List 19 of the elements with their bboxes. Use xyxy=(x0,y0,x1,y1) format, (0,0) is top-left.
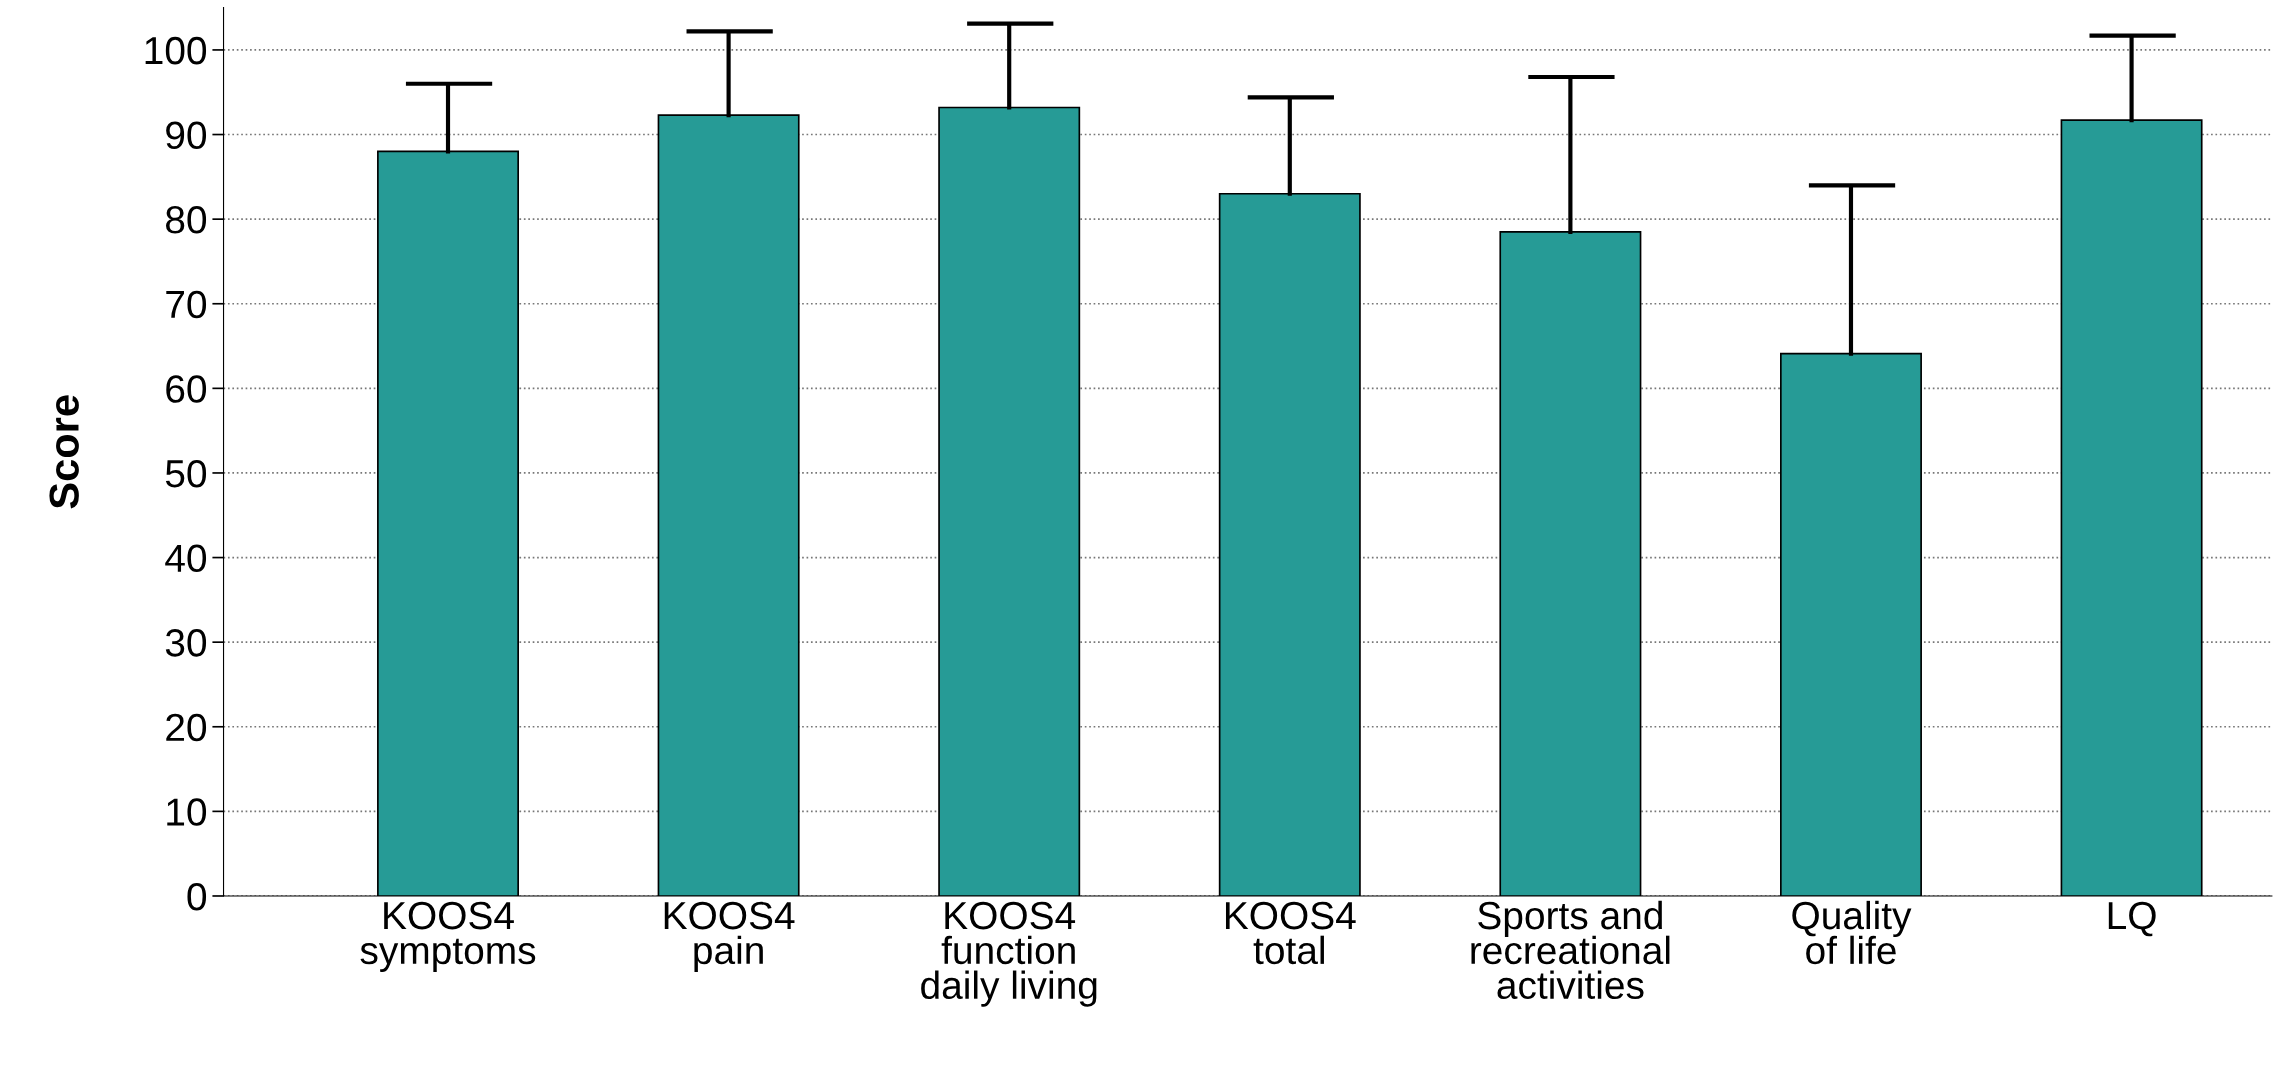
y-tick-label: 10 xyxy=(167,798,207,826)
y-axis-title: Score xyxy=(49,395,79,509)
y-tick-label: 90 xyxy=(166,121,207,150)
y-tick-label: 0 xyxy=(187,882,207,911)
y-tick-label: 20 xyxy=(166,713,207,742)
y-tick-label: 100 xyxy=(145,36,207,65)
x-tick-label: KOOS4 symptoms xyxy=(360,901,536,972)
y-tick-label: 80 xyxy=(166,206,207,234)
x-tick-label: Quality of life xyxy=(1792,900,1912,965)
x-tick-label: KOOS4 total xyxy=(1225,901,1356,965)
x-tick-label: LQ xyxy=(2108,901,2156,937)
y-tick-label: 30 xyxy=(165,629,207,657)
x-tick-label: Sports and recreational activities xyxy=(1471,900,1670,1000)
y-tick-label: 50 xyxy=(165,459,207,488)
y-tick-label: 70 xyxy=(166,290,207,319)
y-tick-label: 60 xyxy=(166,375,207,403)
x-tick-label: KOOS4 function daily living xyxy=(921,901,1097,1007)
x-tick-label: KOOS4 pain xyxy=(664,901,795,972)
y-tick-label: 40 xyxy=(165,544,207,573)
